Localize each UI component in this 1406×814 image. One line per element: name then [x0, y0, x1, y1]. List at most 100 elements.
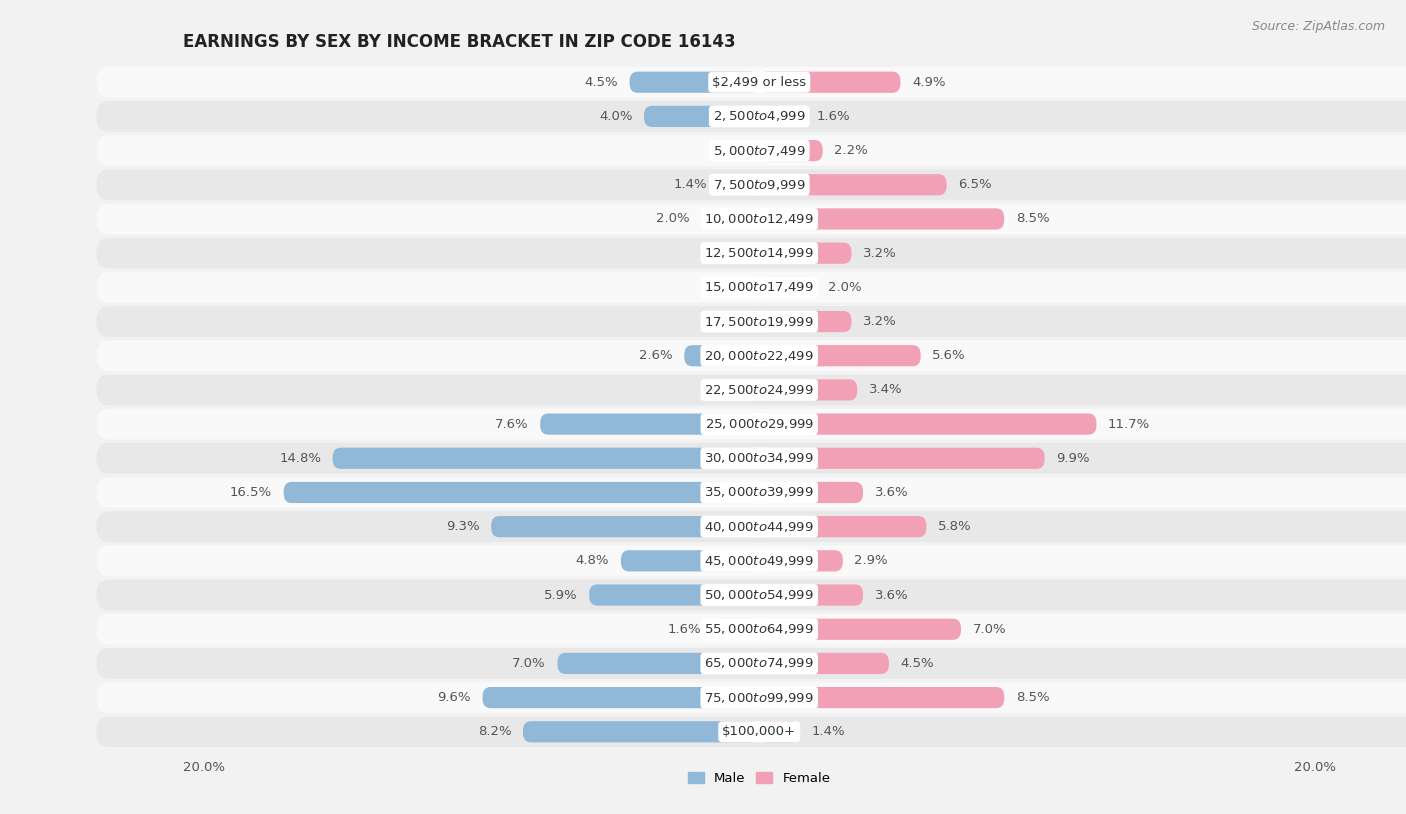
Text: 1.6%: 1.6% — [668, 623, 702, 636]
FancyBboxPatch shape — [751, 277, 763, 298]
FancyBboxPatch shape — [96, 511, 1406, 542]
FancyBboxPatch shape — [284, 482, 759, 503]
Text: $22,500 to $24,999: $22,500 to $24,999 — [704, 383, 814, 397]
Text: $75,000 to $99,999: $75,000 to $99,999 — [704, 690, 814, 705]
FancyBboxPatch shape — [491, 516, 759, 537]
Legend: Male, Female: Male, Female — [682, 767, 837, 790]
Text: 2.0%: 2.0% — [828, 281, 862, 294]
FancyBboxPatch shape — [759, 72, 900, 93]
Text: 4.0%: 4.0% — [599, 110, 633, 123]
Text: $45,000 to $49,999: $45,000 to $49,999 — [704, 554, 814, 568]
FancyBboxPatch shape — [96, 272, 1406, 303]
FancyBboxPatch shape — [96, 716, 1406, 747]
FancyBboxPatch shape — [759, 106, 806, 127]
Text: Source: ZipAtlas.com: Source: ZipAtlas.com — [1251, 20, 1385, 33]
FancyBboxPatch shape — [759, 550, 842, 571]
FancyBboxPatch shape — [96, 409, 1406, 440]
FancyBboxPatch shape — [523, 721, 759, 742]
Text: $55,000 to $64,999: $55,000 to $64,999 — [704, 622, 814, 637]
FancyBboxPatch shape — [482, 687, 759, 708]
Text: $2,499 or less: $2,499 or less — [713, 76, 806, 89]
Text: 4.5%: 4.5% — [900, 657, 934, 670]
FancyBboxPatch shape — [751, 379, 763, 400]
FancyBboxPatch shape — [96, 135, 1406, 166]
Text: $40,000 to $44,999: $40,000 to $44,999 — [704, 519, 814, 534]
Text: 16.5%: 16.5% — [231, 486, 273, 499]
FancyBboxPatch shape — [96, 67, 1406, 98]
FancyBboxPatch shape — [759, 345, 921, 366]
Text: $100,000+: $100,000+ — [723, 725, 796, 738]
FancyBboxPatch shape — [759, 653, 889, 674]
Text: 0.0%: 0.0% — [720, 247, 754, 260]
FancyBboxPatch shape — [759, 584, 863, 606]
Text: 3.6%: 3.6% — [875, 486, 908, 499]
Text: 9.6%: 9.6% — [437, 691, 471, 704]
FancyBboxPatch shape — [759, 379, 858, 400]
FancyBboxPatch shape — [759, 516, 927, 537]
Text: $17,500 to $19,999: $17,500 to $19,999 — [704, 314, 814, 329]
Text: 1.4%: 1.4% — [811, 725, 845, 738]
Text: 0.0%: 0.0% — [720, 144, 754, 157]
FancyBboxPatch shape — [96, 101, 1406, 132]
Text: 0.0%: 0.0% — [720, 315, 754, 328]
Text: 4.9%: 4.9% — [912, 76, 945, 89]
FancyBboxPatch shape — [685, 345, 759, 366]
FancyBboxPatch shape — [759, 482, 863, 503]
FancyBboxPatch shape — [759, 243, 852, 264]
FancyBboxPatch shape — [96, 682, 1406, 713]
FancyBboxPatch shape — [759, 277, 817, 298]
Text: $20,000 to $22,499: $20,000 to $22,499 — [704, 348, 814, 363]
Text: 1.6%: 1.6% — [817, 110, 851, 123]
FancyBboxPatch shape — [759, 208, 1004, 230]
Text: 6.5%: 6.5% — [957, 178, 991, 191]
Text: 8.5%: 8.5% — [1015, 212, 1049, 225]
Text: $35,000 to $39,999: $35,000 to $39,999 — [704, 485, 814, 500]
Text: 9.3%: 9.3% — [446, 520, 479, 533]
FancyBboxPatch shape — [759, 174, 946, 195]
Text: 2.2%: 2.2% — [834, 144, 868, 157]
Text: 3.2%: 3.2% — [863, 247, 897, 260]
Text: $7,500 to $9,999: $7,500 to $9,999 — [713, 177, 806, 192]
Text: 3.2%: 3.2% — [863, 315, 897, 328]
Text: 4.5%: 4.5% — [585, 76, 619, 89]
FancyBboxPatch shape — [759, 721, 800, 742]
Text: 1.4%: 1.4% — [673, 178, 707, 191]
FancyBboxPatch shape — [644, 106, 759, 127]
FancyBboxPatch shape — [621, 550, 759, 571]
FancyBboxPatch shape — [558, 653, 759, 674]
Text: 8.5%: 8.5% — [1015, 691, 1049, 704]
Text: 20.0%: 20.0% — [183, 761, 225, 774]
Text: $50,000 to $54,999: $50,000 to $54,999 — [704, 588, 814, 602]
Text: 7.0%: 7.0% — [512, 657, 546, 670]
FancyBboxPatch shape — [96, 306, 1406, 337]
Text: $5,000 to $7,499: $5,000 to $7,499 — [713, 143, 806, 158]
Text: 5.9%: 5.9% — [544, 589, 578, 602]
FancyBboxPatch shape — [333, 448, 759, 469]
FancyBboxPatch shape — [96, 648, 1406, 679]
Text: $15,000 to $17,499: $15,000 to $17,499 — [704, 280, 814, 295]
Text: $2,500 to $4,999: $2,500 to $4,999 — [713, 109, 806, 124]
Text: 5.8%: 5.8% — [938, 520, 972, 533]
FancyBboxPatch shape — [96, 238, 1406, 269]
FancyBboxPatch shape — [759, 140, 823, 161]
Text: 20.0%: 20.0% — [1294, 761, 1336, 774]
Text: 2.6%: 2.6% — [640, 349, 672, 362]
Text: 11.7%: 11.7% — [1108, 418, 1150, 431]
Text: 3.4%: 3.4% — [869, 383, 903, 396]
FancyBboxPatch shape — [713, 619, 759, 640]
Text: 7.0%: 7.0% — [973, 623, 1007, 636]
Text: EARNINGS BY SEX BY INCOME BRACKET IN ZIP CODE 16143: EARNINGS BY SEX BY INCOME BRACKET IN ZIP… — [183, 33, 735, 51]
FancyBboxPatch shape — [702, 208, 759, 230]
FancyBboxPatch shape — [751, 140, 763, 161]
Text: $30,000 to $34,999: $30,000 to $34,999 — [704, 451, 814, 466]
Text: 5.6%: 5.6% — [932, 349, 966, 362]
FancyBboxPatch shape — [751, 243, 763, 264]
FancyBboxPatch shape — [759, 687, 1004, 708]
FancyBboxPatch shape — [96, 580, 1406, 610]
Text: $25,000 to $29,999: $25,000 to $29,999 — [704, 417, 814, 431]
FancyBboxPatch shape — [589, 584, 759, 606]
FancyBboxPatch shape — [96, 204, 1406, 234]
FancyBboxPatch shape — [96, 169, 1406, 200]
Text: 9.9%: 9.9% — [1056, 452, 1090, 465]
FancyBboxPatch shape — [96, 477, 1406, 508]
